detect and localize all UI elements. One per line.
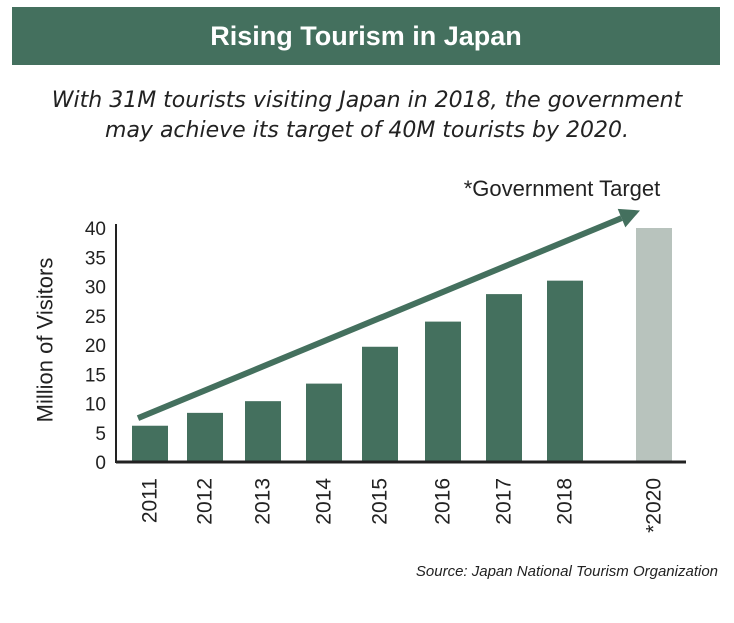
- y-tick-label: 20: [85, 336, 106, 357]
- x-tick-label: 2017: [493, 478, 516, 525]
- x-tick-label: 2013: [252, 478, 275, 525]
- y-tick-label: 10: [85, 395, 106, 416]
- x-tick-label: 2012: [194, 478, 217, 525]
- title-banner: Rising Tourism in Japan: [12, 7, 720, 65]
- bar-2013: [245, 401, 281, 462]
- trend-arrow-shaft: [136, 215, 623, 421]
- x-tick-label: 2018: [554, 478, 577, 525]
- bar-2011: [132, 425, 168, 462]
- y-tick-label: 25: [85, 307, 106, 328]
- bar-2012: [187, 412, 223, 462]
- y-axis-label: Million of Visitors: [33, 258, 58, 423]
- y-tick-label: 15: [85, 365, 106, 386]
- subtitle-line-1: With 31M tourists visiting Japan in 2018…: [51, 88, 683, 113]
- bar-2014: [306, 383, 342, 462]
- y-tick-label: 5: [95, 424, 106, 445]
- target-annotation: *Government Target: [464, 176, 660, 201]
- x-tick-label: *2020: [643, 478, 666, 533]
- y-tick-label: 40: [85, 219, 106, 240]
- x-tick-label: 2014: [313, 478, 336, 525]
- chart-subtitle: With 31M tourists visiting Japan in 2018…: [0, 86, 734, 146]
- bar-2018: [547, 280, 583, 462]
- y-tick-label: 0: [95, 453, 106, 474]
- subtitle-line-2: may achieve its target of 40M tourists b…: [105, 118, 629, 143]
- bar-2017: [486, 294, 522, 462]
- x-tick-label: 2015: [369, 478, 392, 525]
- trend-arrow-head: [617, 208, 640, 228]
- bar-2015: [362, 346, 398, 462]
- x-tick-label: 2016: [432, 478, 455, 525]
- bar-target-8: [636, 228, 672, 462]
- x-tick-label: 2011: [139, 478, 162, 523]
- chart-title: Rising Tourism in Japan: [210, 20, 522, 51]
- bar-2016: [425, 321, 461, 462]
- y-tick-label: 30: [85, 278, 106, 299]
- y-tick-label: 35: [85, 248, 106, 269]
- source-note: Source: Japan National Tourism Organizat…: [415, 563, 718, 580]
